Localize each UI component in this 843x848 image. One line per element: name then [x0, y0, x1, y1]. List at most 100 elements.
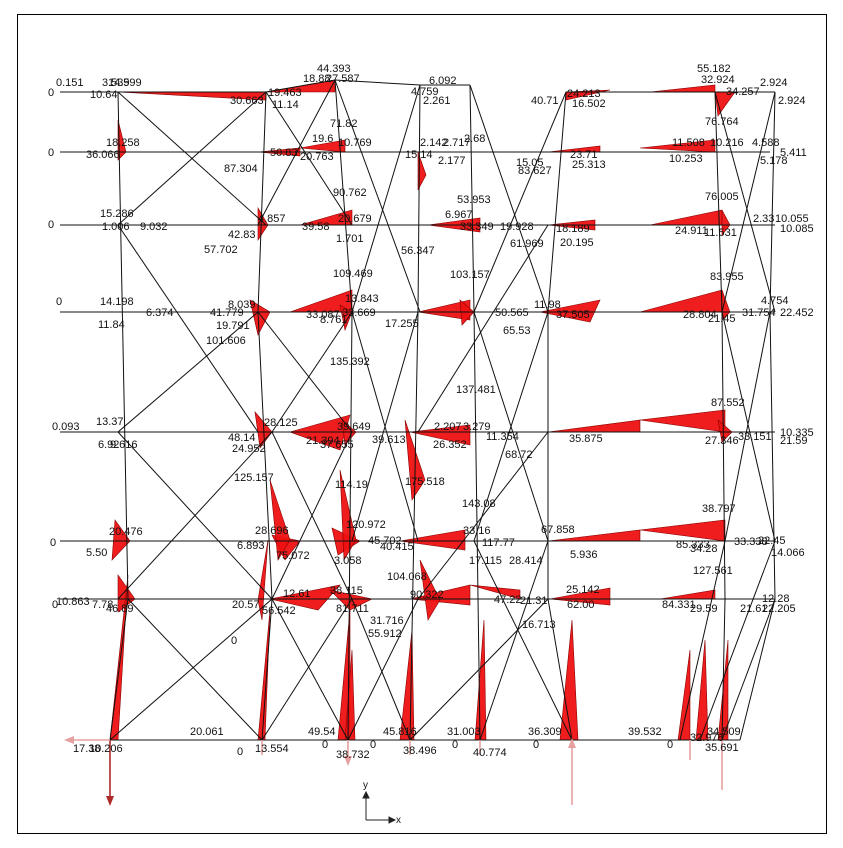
moment-value-label: 25.142: [566, 584, 600, 596]
moment-value-label: 15.14: [405, 149, 433, 161]
moment-value-label: 90.762: [333, 187, 367, 199]
moment-value-label: 10.769: [338, 137, 372, 149]
moment-fill: [339, 304, 353, 332]
moment-value-label: 21.31: [520, 595, 548, 607]
moment-value-label: 0: [48, 147, 54, 159]
moment-value-label: 10.863: [56, 596, 90, 608]
moment-value-label: 39.649: [337, 421, 371, 433]
moment-value-label: 0: [50, 537, 56, 549]
moment-value-label: 13.37: [96, 416, 124, 428]
moment-fill: [639, 519, 726, 542]
moment-value-label: 30.663: [230, 95, 264, 107]
moment-value-label: 45.816: [383, 726, 417, 738]
moment-value-label: 31.716: [370, 615, 404, 627]
moment-value-label: 12.28: [762, 593, 790, 605]
moment-value-label: 6.092: [429, 75, 457, 87]
frame-members: [60, 79, 776, 741]
moment-value-label: 5.178: [760, 155, 788, 167]
moment-value-label: 48.14: [228, 432, 256, 444]
moment-value-label: 13.554: [255, 743, 289, 755]
moment-fill: [639, 409, 726, 433]
moment-value-label: 8.761: [320, 314, 348, 326]
moment-value-label: 175.518: [405, 476, 445, 488]
moment-value-label: 10.335: [780, 427, 814, 439]
moment-value-label: 19.463: [268, 87, 302, 99]
moment-value-label: 33.349: [460, 221, 494, 233]
moment-value-label: 76.005: [705, 191, 739, 203]
moment-value-label: 50.83: [270, 147, 298, 159]
moment-fill: [549, 587, 611, 606]
moment-value-label: 35.875: [569, 433, 603, 445]
moment-value-label: 5.936: [570, 549, 598, 561]
moment-value-label: 42.83: [228, 229, 256, 241]
moment-value-label: 5.411: [780, 147, 807, 159]
moment-value-label: 109.469: [333, 268, 373, 280]
moment-value-label: 33.338: [734, 536, 768, 548]
moment-value-label: 21.61: [740, 603, 768, 615]
support-reactions: [64, 736, 723, 806]
moment-value-label: 3.279: [463, 421, 491, 433]
moment-fill: [269, 479, 291, 561]
moment-value-label: 20.763: [300, 151, 334, 163]
moment-value-label: 127.561: [693, 565, 733, 577]
moment-fill: [409, 424, 471, 446]
moment-value-label: 34.28: [690, 543, 718, 555]
moment-value-label: 9.616: [110, 439, 138, 451]
moment-value-label: 31.754: [742, 307, 776, 319]
moment-value-label: 11.14: [272, 99, 299, 111]
moment-fill: [417, 151, 427, 191]
moment-value-label: 16.502: [572, 98, 606, 110]
moment-value-label: 103.157: [450, 269, 490, 281]
moment-value-label: 3.058: [334, 555, 362, 567]
moment-value-label: 7.78: [92, 599, 113, 611]
moment-value-label: 65.53: [503, 325, 531, 337]
moment-value-label: 4.857: [258, 213, 286, 225]
moment-value-label: 71.82: [330, 118, 358, 130]
moment-value-label: 55.912: [368, 628, 402, 640]
moment-fill: [547, 419, 641, 433]
moment-value-label: 114.19: [335, 479, 368, 491]
moment-value-label: 18.88: [303, 73, 331, 85]
moment-fill: [257, 609, 271, 741]
moment-value-label: 34.509: [707, 726, 741, 738]
moment-value-label: 0.093: [52, 421, 80, 433]
moment-value-label: 55.182: [697, 63, 731, 75]
moment-fill: [539, 299, 601, 323]
moment-value-label: 62.00: [567, 599, 595, 611]
moment-value-label: 21.45: [708, 313, 736, 325]
moment-value-label: 25.313: [572, 159, 606, 171]
moment-fill: [677, 649, 691, 741]
moment-value-label: 50.565: [495, 307, 529, 319]
moment-fill: [419, 559, 441, 621]
moment-value-label: 87.304: [224, 163, 258, 175]
moment-value-label: 40.415: [380, 541, 414, 553]
moment-value-label: 84.331: [662, 599, 696, 611]
moment-value-label: 15.05: [516, 157, 544, 169]
moment-value-label: 2.177: [438, 155, 466, 167]
moment-value-label: 53.953: [457, 194, 491, 206]
moment-value-label: 2.261: [423, 95, 451, 107]
moment-value-label: 24.213: [567, 88, 601, 100]
moment-fill: [117, 119, 127, 161]
moment-value-label: 33.669: [342, 307, 376, 319]
moment-fill: [399, 529, 466, 551]
moment-fill: [409, 584, 471, 606]
moment-value-label: 17.38: [73, 743, 101, 755]
moment-value-label: 16.713: [522, 619, 556, 631]
moment-value-label: 29.59: [690, 603, 718, 615]
moment-value-label: 37.505: [556, 309, 590, 321]
moment-value-label: 17.115: [469, 555, 502, 567]
moment-value-label: 11.531: [704, 227, 737, 239]
moment-value-label: 143.08: [462, 498, 496, 510]
moment-fill: [717, 419, 733, 443]
moment-value-label: 0: [48, 219, 54, 231]
moment-value-label: 117.77: [482, 537, 515, 549]
moment-fill: [269, 584, 341, 611]
moment-value-label: 46.89: [106, 603, 134, 615]
moment-value-label: 83.955: [710, 271, 744, 283]
moment-fill: [639, 139, 716, 153]
moment-value-label: 6.967: [445, 209, 473, 221]
moment-value-label: 32.978: [690, 732, 724, 744]
moment-value-label: 26.352: [433, 439, 467, 451]
